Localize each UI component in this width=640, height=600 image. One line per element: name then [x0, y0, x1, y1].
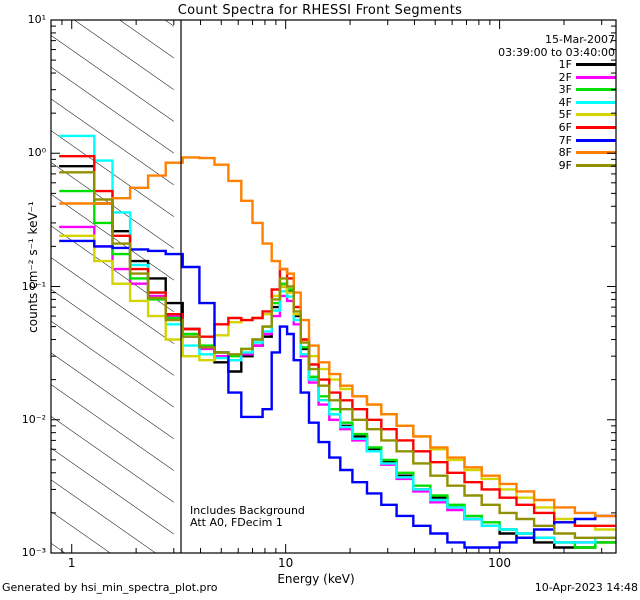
- legend-item-8f[interactable]: 8F: [440, 146, 620, 159]
- annotation-attenuator-state: Att A0, FDecim 1: [190, 516, 283, 529]
- axis-ticks: [50, 19, 616, 554]
- y-tick-label: 10⁻³: [21, 546, 46, 559]
- legend-item-2f[interactable]: 2F: [440, 71, 620, 84]
- footer-generator: Generated by hsi_min_spectra_plot.pro: [2, 581, 218, 594]
- observation-time-range: 03:39:00 to 03:40:00: [498, 46, 615, 59]
- legend-color-swatch: [576, 100, 616, 104]
- x-tick-label: 1: [67, 556, 76, 570]
- spectra-curves: [59, 134, 616, 549]
- y-tick-label: 10¹: [27, 13, 46, 26]
- legend-label: 2F: [558, 70, 572, 84]
- legend-item-6f[interactable]: 6F: [440, 121, 620, 134]
- legend-label: 7F: [558, 133, 572, 147]
- y-axis-label: counts cm⁻² s⁻¹ keV⁻¹: [26, 201, 40, 333]
- y-tick-label: 10⁰: [27, 146, 46, 160]
- x-axis-label: Energy (keV): [277, 572, 355, 586]
- annotation-includes-background: Includes Background: [190, 504, 305, 517]
- y-tick-label: 10⁻²: [21, 412, 46, 426]
- footer-timestamp: 10-Apr-2023 14:48: [534, 581, 638, 594]
- legend-item-7f[interactable]: 7F: [440, 134, 620, 147]
- legend-color-swatch: [576, 151, 616, 155]
- spectrum-curve-9f: [59, 171, 616, 539]
- excluded-band-hatch: [51, 20, 174, 553]
- legend-color-swatch: [576, 163, 616, 167]
- legend-color-swatch: [576, 75, 616, 79]
- spectrum-curve-7f: [59, 239, 616, 549]
- legend-color-swatch: [576, 63, 616, 66]
- legend-label: 1F: [558, 58, 572, 71]
- legend-color-swatch: [576, 88, 616, 92]
- legend-item-5f[interactable]: 5F: [440, 108, 620, 121]
- spectrum-curve-8f: [59, 156, 616, 518]
- x-tick-label: 100: [488, 556, 512, 570]
- x-tick-label: 10: [278, 556, 294, 570]
- legend-color-swatch: [576, 126, 616, 129]
- legend-label: 5F: [558, 108, 572, 122]
- y-tick-label: 10⁻¹: [21, 279, 46, 293]
- legend-label: 9F: [558, 158, 572, 172]
- legend-item-9f[interactable]: 9F: [440, 159, 620, 172]
- legend-item-4f[interactable]: 4F: [440, 96, 620, 109]
- observation-date: 15-Mar-2007: [545, 33, 615, 46]
- plot-frame: [50, 19, 617, 554]
- legend-label: 4F: [558, 95, 572, 109]
- legend-color-swatch: [576, 113, 616, 117]
- legend-label: 8F: [558, 146, 572, 160]
- legend-color-swatch: [576, 138, 616, 142]
- legend-label: 6F: [558, 121, 572, 134]
- legend-label: 3F: [558, 83, 572, 97]
- legend-item-3f[interactable]: 3F: [440, 83, 620, 96]
- legend-item-1f[interactable]: 1F: [440, 58, 620, 71]
- chart-title: Count Spectra for RHESSI Front Segments: [177, 3, 463, 18]
